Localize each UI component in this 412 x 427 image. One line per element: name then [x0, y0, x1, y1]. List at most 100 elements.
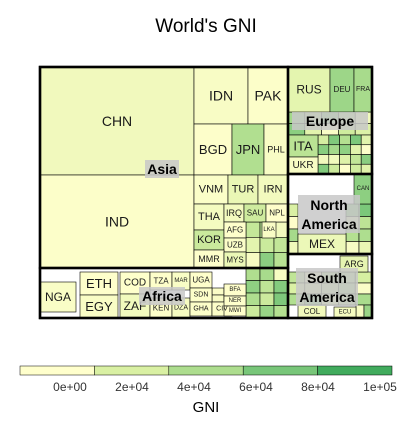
country-label-vnm: VNM — [199, 184, 223, 196]
country-label-gha: GHA — [193, 306, 209, 313]
region-label-asia: Asia — [147, 161, 177, 177]
minor-country-cell — [259, 267, 275, 281]
minor-country-cell — [350, 154, 362, 165]
minor-country-cell — [355, 304, 365, 319]
country-label-bgd: BGD — [199, 142, 227, 157]
country-label-jpn: JPN — [236, 142, 261, 157]
minor-country-cell — [287, 228, 299, 242]
minor-country-cell — [245, 252, 261, 269]
minor-country-cell — [339, 134, 351, 146]
country-label-egy: EGY — [85, 299, 113, 314]
country-cell-ind — [39, 174, 195, 269]
minor-country-cell — [358, 203, 373, 217]
country-cell-irn — [257, 174, 289, 205]
minor-country-cell — [211, 294, 225, 303]
country-label-sau: SAU — [247, 209, 264, 218]
region-label-africa: Africa — [142, 288, 182, 304]
country-label-cod: COD — [124, 278, 146, 289]
minor-country-cell — [339, 154, 351, 165]
country-label-tur: TUR — [232, 184, 255, 196]
minor-country-cell — [273, 252, 289, 269]
country-cell-rus — [287, 66, 331, 113]
legend-color-swatch — [94, 365, 170, 376]
chart-title: World's GNI — [155, 16, 257, 37]
country-label-phl: PHL — [267, 145, 285, 155]
country-cell-tha — [193, 203, 225, 231]
country-label-ken: KEN — [153, 304, 170, 313]
country-label-kor: KOR — [197, 234, 221, 246]
region-label-bg — [292, 112, 368, 130]
region-label-south-america: America — [299, 289, 354, 305]
country-label-dza: DZA — [174, 305, 188, 312]
minor-country-cell — [317, 163, 330, 175]
country-label-civ: CIV — [216, 306, 228, 313]
minor-country-cell — [259, 305, 275, 319]
minor-country-cell — [287, 216, 299, 230]
country-cell-vnm — [193, 174, 229, 205]
region-label-north-america: North — [310, 197, 347, 213]
country-cell-mwi — [223, 305, 247, 317]
minor-country-cell — [360, 154, 373, 165]
minor-country-cell — [360, 144, 373, 155]
region-label-bg — [139, 287, 185, 305]
country-label-tha: THA — [198, 211, 221, 223]
legend-color-swatch — [168, 365, 244, 376]
minor-country-cell — [259, 292, 275, 306]
minor-country-cell — [345, 241, 360, 255]
minor-country-cell — [350, 144, 362, 155]
country-label-uga: UGA — [192, 276, 210, 285]
minor-country-cell — [358, 241, 373, 255]
country-label-uzb: UZB — [227, 241, 243, 250]
country-label-mar: MAR — [174, 278, 188, 284]
country-label-lka: LKA — [263, 227, 274, 233]
country-label-tza: TZA — [153, 277, 169, 286]
country-label-nga: NGA — [45, 290, 71, 304]
minor-country-cell — [245, 305, 261, 319]
minor-country-cell — [273, 305, 289, 319]
region-label-north-america: America — [301, 216, 356, 232]
country-label-rus: RUS — [296, 83, 321, 97]
minor-country-cell — [259, 280, 275, 294]
country-label-deu: DEU — [334, 85, 351, 94]
region-label-europe: Europe — [306, 113, 354, 129]
minor-country-cell — [287, 241, 299, 255]
country-label-col: COL — [304, 307, 321, 316]
country-label-arg: ARG — [344, 259, 364, 269]
minor-country-cell — [245, 292, 261, 306]
legend-tick-label: 6e+04 — [239, 380, 273, 394]
country-label-irn: IRN — [264, 184, 283, 196]
minor-country-cell — [360, 134, 373, 146]
legend-tick-label: 0e+00 — [53, 380, 87, 394]
legend-color-swatch — [317, 365, 393, 376]
country-label-idn: IDN — [209, 88, 233, 104]
legend-tick-label: 2e+04 — [115, 380, 149, 394]
minor-country-cell — [339, 163, 351, 175]
minor-country-cell — [328, 134, 340, 146]
country-label-eth: ETH — [86, 276, 112, 291]
country-label-npl: NPL — [269, 209, 285, 218]
country-label-mwi: MWI — [229, 308, 242, 314]
country-cell-lka — [261, 221, 277, 239]
country-cell-tur — [227, 174, 259, 205]
country-label-mex: MEX — [309, 237, 335, 251]
country-label-ita: ITA — [293, 139, 313, 154]
country-cell-idn — [193, 66, 249, 125]
minor-country-cell — [350, 134, 362, 146]
legend-tick-label: 4e+04 — [177, 380, 211, 394]
minor-country-cell — [211, 287, 225, 296]
country-label-bfa: BFA — [229, 287, 240, 293]
legend-color-swatch — [242, 365, 318, 376]
minor-country-cell — [350, 163, 362, 175]
country-label-pak: PAK — [255, 88, 283, 104]
region-label-bg — [296, 268, 358, 306]
country-label-afg: AFG — [227, 226, 243, 235]
minor-country-cell — [328, 154, 340, 165]
region-label-south-america: South — [307, 270, 347, 286]
country-label-ind: IND — [105, 214, 129, 230]
country-label-can: CAN — [357, 186, 370, 192]
country-cell-chn — [39, 66, 195, 176]
legend-tick-label: 1e+05 — [363, 380, 397, 394]
country-label-ukr: UKR — [292, 160, 313, 171]
legend-tick-label: 8e+04 — [301, 380, 335, 394]
